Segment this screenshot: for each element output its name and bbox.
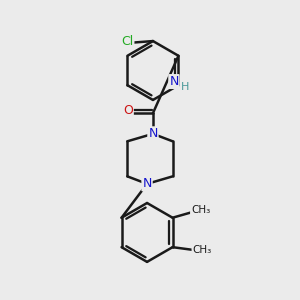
Text: O: O bbox=[123, 104, 133, 117]
Text: CH₃: CH₃ bbox=[191, 206, 210, 215]
Text: CH₃: CH₃ bbox=[192, 244, 212, 254]
Text: N: N bbox=[169, 75, 178, 88]
Text: N: N bbox=[142, 177, 152, 190]
Text: H: H bbox=[181, 82, 189, 92]
Text: N: N bbox=[148, 127, 158, 140]
Text: Cl: Cl bbox=[121, 35, 134, 48]
